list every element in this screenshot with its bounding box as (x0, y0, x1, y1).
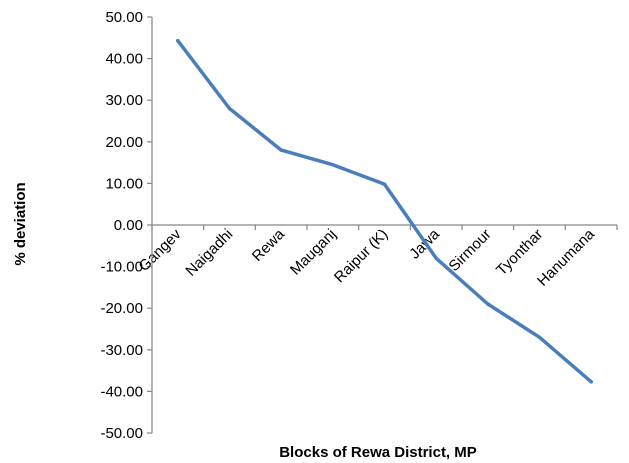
x-axis-title: Blocks of Rewa District, MP (279, 444, 477, 461)
y-tick-label: -40.00 (100, 383, 143, 400)
x-tick-label: Raipur (K) (331, 226, 391, 286)
data-point (589, 380, 593, 384)
y-tick-label: -20.00 (100, 300, 143, 317)
series-group (176, 38, 593, 384)
y-tick-label: 20.00 (105, 134, 143, 151)
y-tick-label: -50.00 (100, 425, 143, 442)
data-point (279, 148, 283, 152)
y-tick-label: -30.00 (100, 342, 143, 359)
y-axis-ticks: -50.00 -40.00 -30.00 -20.00 -10.00 0.00 10.00 2… (100, 9, 152, 442)
y-tick-label: 30.00 (105, 92, 143, 109)
y-tick-label: 10.00 (105, 175, 143, 192)
data-point (176, 39, 180, 43)
x-tick-label: Mauganj (287, 226, 340, 279)
y-tick-label: 0.00 (114, 217, 143, 234)
data-point (331, 162, 335, 167)
x-tick-label: Hanumana (534, 225, 598, 289)
y-tick-label: 50.00 (105, 9, 143, 26)
data-point (537, 335, 542, 340)
x-tick-label: Tyonthar (493, 226, 546, 279)
x-tick-label: Sirmour (446, 226, 495, 275)
series-line-0 (176, 38, 593, 384)
y-tick-label: 40.00 (105, 51, 143, 68)
x-tick-label: Rewa (249, 225, 289, 265)
data-point (227, 106, 232, 111)
y-tick-label: -10.00 (100, 259, 143, 276)
data-point (382, 182, 387, 186)
data-point (434, 256, 438, 260)
x-tick-label: Naigadhi (182, 226, 236, 280)
y-axis-title: % deviation (12, 182, 29, 265)
data-point (486, 302, 490, 306)
